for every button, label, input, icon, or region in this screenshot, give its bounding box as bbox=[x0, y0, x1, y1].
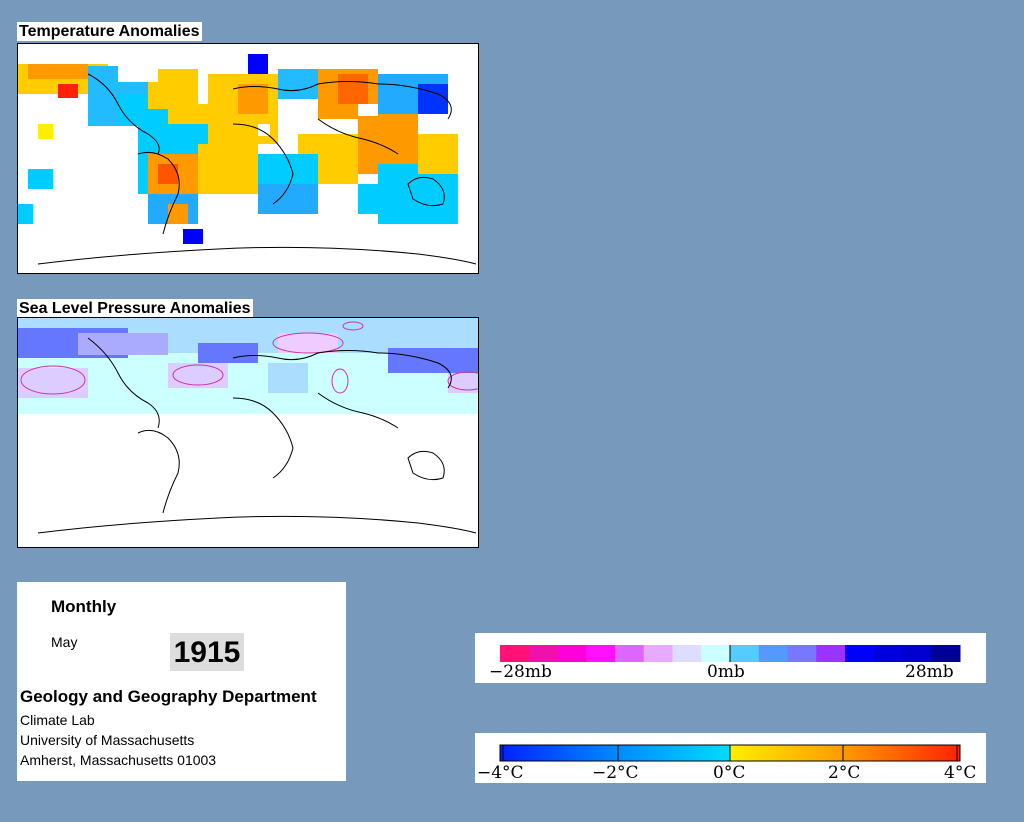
year-label: 1915 bbox=[170, 633, 244, 671]
pressure-legend-swatch bbox=[643, 645, 673, 662]
pressure-fields bbox=[18, 318, 478, 414]
info-box: Monthly May 1915 Geology and Geography D… bbox=[17, 582, 346, 781]
temperature-legend-label-4: 4°C bbox=[944, 763, 976, 783]
temperature-legend-label-2: 2°C bbox=[828, 763, 860, 783]
coastlines bbox=[37, 337, 477, 534]
temperature-legend-label-neg4: −4°C bbox=[477, 763, 524, 783]
pressure-legend-swatch bbox=[931, 645, 961, 662]
temperature-legend-ticks bbox=[499, 745, 958, 761]
temperature-legend-label-0: 0°C bbox=[713, 763, 745, 783]
pressure-legend-swatch bbox=[845, 645, 875, 662]
pressure-legend-swatch bbox=[816, 645, 846, 662]
temperature-legend-svg: −4°C −2°C 0°C 2°C 4°C bbox=[477, 744, 976, 783]
pressure-legend-swatch bbox=[758, 645, 788, 662]
temperature-anomaly-map bbox=[17, 43, 479, 274]
period-label: Monthly bbox=[51, 597, 117, 616]
pressure-legend-swatch bbox=[902, 645, 932, 662]
pressure-legend-swatch bbox=[557, 645, 587, 662]
pressure-legend-max-label: 28mb bbox=[905, 662, 954, 682]
temperature-fields bbox=[18, 54, 458, 244]
pressure-legend-swatch bbox=[586, 645, 616, 662]
pressure-legend-swatch bbox=[787, 645, 817, 662]
department-label: Geology and Geography Department bbox=[20, 687, 317, 706]
pressure-legend-swatch bbox=[873, 645, 903, 662]
coastlines bbox=[37, 73, 477, 265]
pressure-legend-swatch bbox=[701, 645, 731, 662]
pressure-legend-swatches bbox=[500, 645, 961, 662]
pressure-map-svg bbox=[18, 318, 478, 534]
pressure-contours bbox=[20, 321, 478, 395]
pressure-legend: −28mb 0mb 28mb bbox=[475, 633, 986, 683]
pressure-legend-min-label: −28mb bbox=[489, 662, 552, 682]
university-label: University of Massachusetts bbox=[20, 732, 195, 748]
pressure-legend-zero-label: 0mb bbox=[707, 662, 745, 682]
temperature-map-svg bbox=[18, 54, 477, 265]
pressure-legend-swatch bbox=[730, 645, 760, 662]
pressure-legend-swatch bbox=[672, 645, 702, 662]
month-label: May bbox=[51, 634, 78, 650]
lab-label: Climate Lab bbox=[20, 712, 95, 728]
temperature-panel-title: Temperature Anomalies bbox=[17, 22, 202, 41]
temperature-legend: −4°C −2°C 0°C 2°C 4°C bbox=[475, 733, 986, 783]
temperature-legend-label-neg2: −2°C bbox=[592, 763, 639, 783]
pressure-legend-svg: −28mb 0mb 28mb bbox=[489, 645, 961, 682]
pressure-anomaly-map bbox=[17, 317, 479, 548]
pressure-legend-swatch bbox=[528, 645, 558, 662]
pressure-legend-swatch bbox=[500, 645, 530, 662]
address-label: Amherst, Massachusetts 01003 bbox=[20, 752, 217, 768]
pressure-legend-swatch bbox=[615, 645, 645, 662]
pressure-panel-title: Sea Level Pressure Anomalies bbox=[17, 299, 253, 318]
